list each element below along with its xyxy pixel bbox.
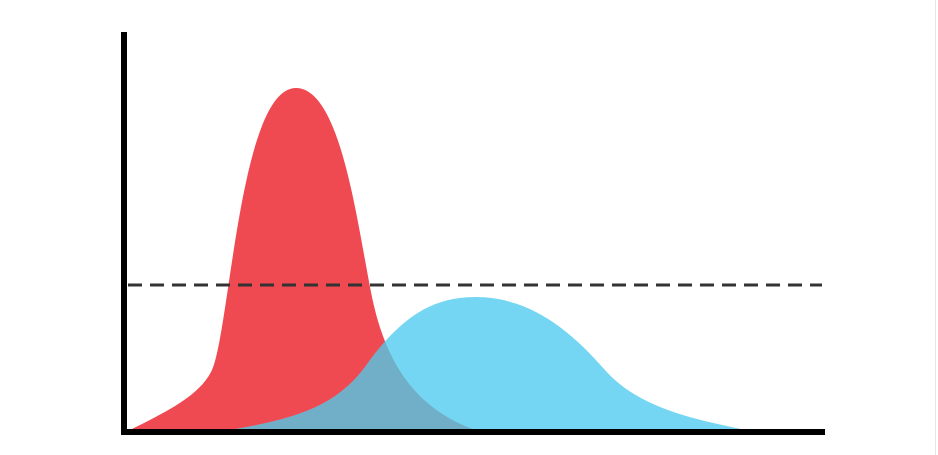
red-curve (130, 88, 475, 430)
